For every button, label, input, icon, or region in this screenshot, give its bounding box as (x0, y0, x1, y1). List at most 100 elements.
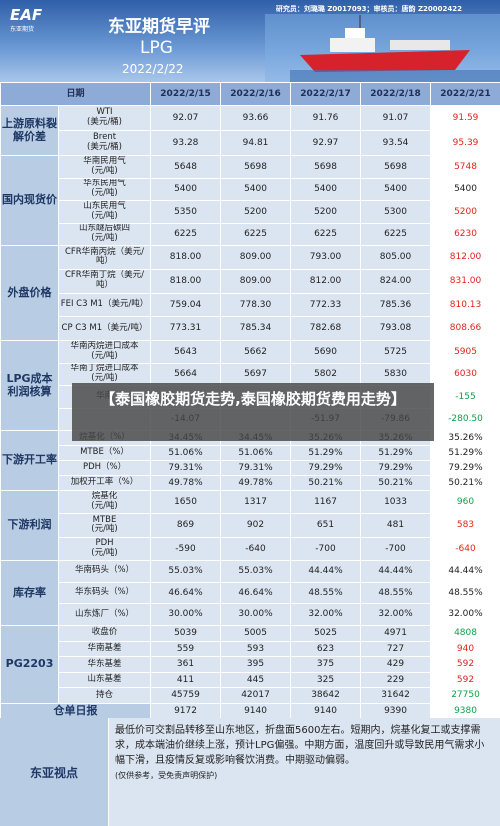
value-cell: 481 (360, 513, 432, 538)
value-cell: 27750 (430, 687, 500, 704)
data-row: 国内现货价 华南民用气 (元/吨) 5648 5698 5698 5698 5748 (0, 155, 500, 246)
group-label: 仓单日报 (0, 702, 152, 719)
data-row: 上游原料裂解价差 WTI (美元/桶) 92.07 93.66 91.76 91.07 91… (0, 105, 500, 156)
product: LPG (140, 38, 173, 58)
row-label: 收盘价 (57, 624, 152, 642)
value-cell: 5697 (220, 362, 292, 386)
row-label: PDH（%） (57, 460, 152, 476)
row-label: 华南丁烷进口成本 (元/吨) (57, 362, 152, 386)
value-cell: 810.13 (430, 292, 500, 318)
corner: 日期 (0, 82, 152, 106)
value-cell: -155 (430, 385, 500, 409)
value-cell: 6230 (430, 222, 500, 246)
date-header: 2022/2/21 (430, 82, 500, 106)
value-cell: -700 (360, 536, 432, 561)
value-cell: 902 (220, 513, 292, 538)
value-cell: 1033 (360, 489, 432, 515)
value-cell: 32.00% (290, 603, 362, 626)
data-row: MTBE (元/吨) 869 902 651 481 583 (1, 513, 500, 538)
value-cell: 42017 (220, 687, 292, 704)
value-cell: 960 (430, 489, 500, 515)
row-label: 华东码头（%） (57, 581, 152, 605)
value-cell: 361 (150, 656, 222, 673)
value-cell: 808.66 (430, 316, 500, 341)
row-label: 华南丙烷进口成本 (元/吨) (57, 340, 152, 364)
row-label: 华南基差 (57, 640, 152, 658)
value-cell: 91.76 (290, 105, 362, 131)
row-label: MTBE (元/吨) (57, 513, 152, 538)
data-row: CFR华南丁烷（美元/吨） 818.00 809.00 812.00 824.00 831… (1, 268, 500, 294)
value-cell: 4808 (430, 624, 500, 642)
value-cell: 5698 (360, 155, 432, 179)
group-label: 库存率 (0, 559, 59, 626)
value-cell: 793.08 (360, 316, 432, 341)
data-row: PG2203 收盘价 5039 5005 5025 4971 4808 (0, 624, 500, 704)
value-cell: 1317 (220, 489, 292, 515)
data-row: 华东民用气 (元/吨) 5400 5400 5400 5400 5400 (1, 177, 500, 201)
value-cell: 50.21% (290, 475, 362, 491)
data-table: 日期 2022/2/15 2022/2/16 2022/2/17 2022/2/18 20… (0, 82, 500, 719)
value-cell: 55.03% (220, 559, 292, 583)
value-cell: 6225 (290, 222, 362, 246)
value-cell: 593 (220, 640, 292, 658)
value-cell: 31642 (360, 687, 432, 704)
value-cell: 5400 (360, 177, 432, 201)
row-label: MTBE（%） (57, 445, 152, 461)
value-cell: 5748 (430, 155, 500, 179)
value-cell: 44.44% (360, 559, 432, 583)
value-cell: 818.00 (150, 245, 222, 270)
value-cell: 91.07 (360, 105, 432, 131)
value-cell: 782.68 (290, 316, 362, 341)
header: EAF 东亚期货 东亚期货早评 LPG 2022/2/22 研究员：刘璐璐 Z0… (0, 0, 500, 82)
value-cell: 94.81 (220, 130, 292, 156)
logo-subtitle: 东亚期货 (10, 26, 35, 33)
value-cell: 772.33 (290, 292, 362, 318)
value-cell: 9140 (220, 702, 292, 719)
value-cell: 5400 (290, 177, 362, 201)
value-cell: 6225 (150, 222, 222, 246)
view-body: 最低价可交割品转移至山东地区，折盘面5600左右。短期内，烷基化复工或支撑需求，… (109, 718, 500, 826)
data-row: PDH (元/吨) -590 -640 -700 -700 -640 (1, 536, 500, 561)
value-cell: 5830 (360, 362, 432, 386)
row-label: CFR华南丙烷（美元/吨） (57, 245, 152, 270)
value-cell: 79.31% (220, 460, 292, 476)
value-cell: 4971 (360, 624, 432, 642)
row-label: PDH (元/吨) (57, 536, 152, 561)
value-cell: 9380 (430, 702, 500, 719)
date: 2022/2/22 (122, 62, 184, 76)
value-cell: 5005 (220, 624, 292, 642)
row-label: 华南民用气 (元/吨) (57, 155, 152, 179)
value-cell: 5350 (150, 200, 222, 224)
value-cell: 5648 (150, 155, 222, 179)
value-cell: 32.00% (360, 603, 432, 626)
group-label: 外盘价格 (0, 245, 59, 341)
value-cell: 46.64% (150, 581, 222, 605)
value-cell: 51.29% (290, 445, 362, 461)
view-section: 东亚视点 最低价可交割品转移至山东地区，折盘面5600左右。短期内，烷基化复工或… (0, 718, 500, 826)
value-cell: 429 (360, 656, 432, 673)
value-cell: 445 (220, 671, 292, 689)
value-cell: 45759 (150, 687, 222, 704)
value-cell: 49.78% (150, 475, 222, 491)
value-cell: 6225 (220, 222, 292, 246)
value-cell: 5802 (290, 362, 362, 386)
value-cell: 411 (150, 671, 222, 689)
value-cell: -640 (220, 536, 292, 561)
data-row: 华东基差 361 395 375 429 592 (1, 656, 500, 673)
value-cell: 759.04 (150, 292, 222, 318)
value-cell: 812.00 (430, 245, 500, 270)
view-title: 东亚视点 (0, 718, 109, 826)
value-cell: 229 (360, 671, 432, 689)
value-cell: 809.00 (220, 268, 292, 294)
row-label: 山东民用气 (元/吨) (57, 200, 152, 224)
value-cell: 623 (290, 640, 362, 658)
value-cell: 30.00% (150, 603, 222, 626)
data-row: FEI C3 M1（美元/吨） 759.04 778.30 772.33 785.36 8… (1, 292, 500, 318)
value-cell: 92.97 (290, 130, 362, 156)
row-label: 烷基化 (元/吨) (57, 489, 152, 515)
row-label: 山东基差 (57, 671, 152, 689)
overlay-banner: 【泰国橡胶期货走势,泰国橡胶期货费用走势】 (72, 383, 434, 441)
value-cell: 55.03% (150, 559, 222, 583)
value-cell: 79.31% (150, 460, 222, 476)
